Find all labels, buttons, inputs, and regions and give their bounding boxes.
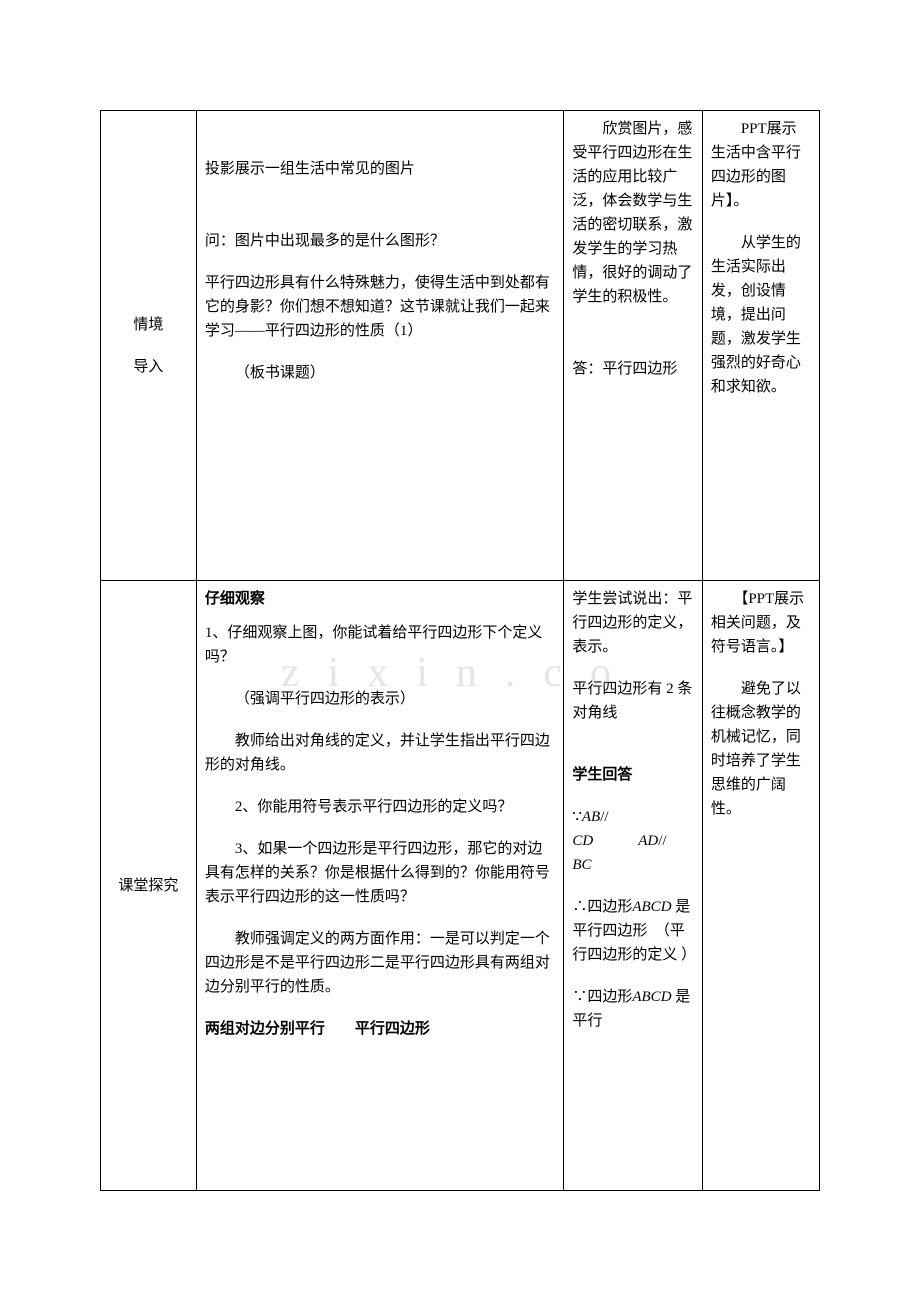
para: 学生回答 [572,763,693,787]
teacher-activity-cell: 投影展示一组生活中常见的图片 问：图片中出现最多的是什么图形？ 平行四边形具有什… [196,111,563,581]
para: 问：图片中出现最多的是什么图形？ [205,229,555,253]
page-container: zixin.co 情境 导入 投影展示一组生活中常见的图片 [0,0,920,1302]
student-activity-cell: 欣赏图片，感受平行四边形在生活的应用比较广泛，体会数学与生活的密切联系，激发学生… [564,111,702,581]
stage-label: 情境 导入 [109,117,188,574]
para: 平行四边形有 2 条对角线 [572,677,693,725]
para: 投影展示一组生活中常见的图片 [205,157,555,181]
stage-cell: 情境 导入 [101,111,197,581]
para: 2、你能用符号表示平行四边形的定义吗？ [205,795,555,819]
design-intent-cell: PPT展示生活中含平行四边形的图片】。 从学生的生活实际出发，创设情境，提出问题… [702,111,819,581]
para: 学生尝试说出：平行四边形的定义，表示。 [572,587,693,659]
para: ∵四边形ABCD 是平行 [572,985,693,1033]
para: （强调平行四边形的表示） [205,687,555,711]
para: 答：平行四边形 [572,357,693,381]
para: 欣赏图片，感受平行四边形在生活的应用比较广泛，体会数学与生活的密切联系，激发学生… [572,117,693,309]
para: 仔细观察 [205,587,555,611]
design-intent-cell: 【PPT展示相关问题，及符号语言。】 避免了以往概念教学的机械记忆，同时培养了学… [702,581,819,1191]
stage-cell: 课堂探究 [101,581,197,1191]
para: 避免了以往概念教学的机械记忆，同时培养了学生思维的广阔性。 [711,677,811,821]
para: 1、仔细观察上图，你能试着给平行四边形下个定义吗？ [205,621,555,669]
para: 教师强调定义的两方面作用：一是可以判定一个四边形是不是平行四边形二是平行四边形具… [205,927,555,999]
table-row: 情境 导入 投影展示一组生活中常见的图片 问：图片中出现最多的是什么图形？ 平行… [101,111,820,581]
para: （板书课题） [205,361,555,385]
para: 3、如果一个四边形是平行四边形，那它的对边具有怎样的关系？你是根据什么得到的？你… [205,837,555,909]
stage-line: 导入 [133,355,163,379]
para: 教师给出对角线的定义，并让学生指出平行四边形的对角线。 [205,729,555,777]
para: 两组对边分别平行 平行四边形 [205,1017,555,1041]
teacher-activity-cell: 仔细观察 1、仔细观察上图，你能试着给平行四边形下个定义吗？ （强调平行四边形的… [196,581,563,1191]
para: ∵AB//CD AD//BC [572,805,693,877]
para: 【PPT展示相关问题，及符号语言。】 [711,587,811,659]
student-activity-cell: 学生尝试说出：平行四边形的定义，表示。 平行四边形有 2 条对角线 学生回答 ∵… [564,581,702,1191]
stage-label: 课堂探究 [109,587,188,1184]
para: ∴四边形ABCD 是平行四边形 （平行四边形的定义 ） [572,895,693,967]
table-row: 课堂探究 仔细观察 1、仔细观察上图，你能试着给平行四边形下个定义吗？ （强调平… [101,581,820,1191]
para: 平行四边形具有什么特殊魅力，使得生活中到处都有它的身影？你们想不想知道？这节课就… [205,271,555,343]
para: 从学生的生活实际出发，创设情境，提出问题，激发学生强烈的好奇心和求知欲。 [711,231,811,399]
lesson-plan-table: 情境 导入 投影展示一组生活中常见的图片 问：图片中出现最多的是什么图形？ 平行… [100,110,820,1191]
para: PPT展示生活中含平行四边形的图片】。 [711,117,811,213]
stage-line: 情境 [133,313,163,337]
stage-line: 课堂探究 [118,874,178,898]
